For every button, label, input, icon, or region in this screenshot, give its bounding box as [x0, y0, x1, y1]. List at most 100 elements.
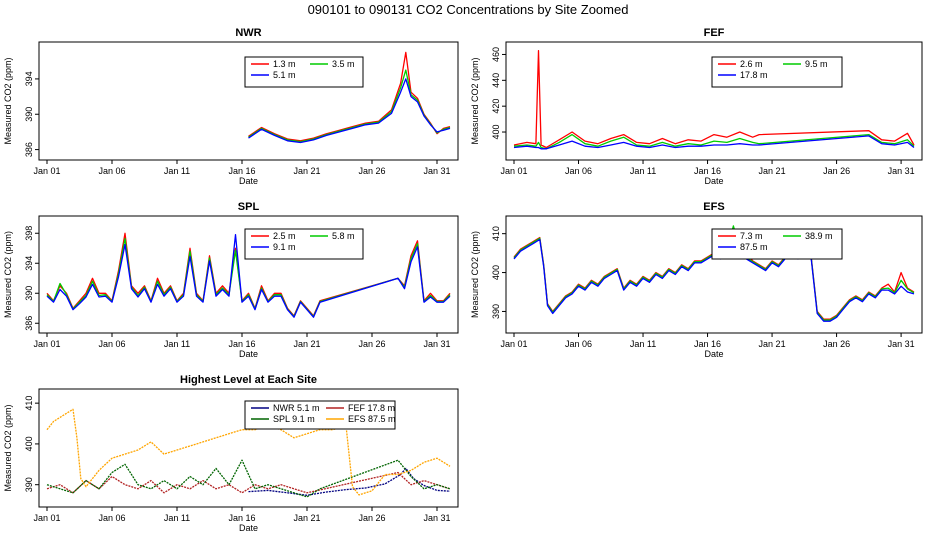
series-line-spl-9-1-m [46, 459, 451, 498]
x-axis-label: Date [239, 349, 258, 359]
series-line-17-8-m [513, 135, 915, 150]
x-tick-label: Jan 01 [500, 339, 527, 349]
panel-highest: Highest Level at Each Site Jan 01 Jan 06 Ja… [3, 374, 459, 533]
x-tick-label: Jan 16 [694, 166, 721, 176]
panel-nwr: NWR Jan 01 Jan 06 Jan 11 Jan 16 Jan 21 Jan 26 J… [3, 27, 459, 186]
y-axis-label: Measured CO2 (ppm) [470, 57, 480, 144]
y-tick-label: 386 [24, 316, 34, 331]
x-tick-label: Jan 06 [565, 339, 592, 349]
x-tick-label: Jan 31 [423, 513, 450, 523]
x-tick-label: Jan 11 [630, 339, 656, 349]
series-line-9-1-m [46, 234, 451, 318]
panel-fef: FEF Jan 01 Jan 06 Jan 11 Jan 16 Jan 21 Jan 26 J… [470, 27, 923, 186]
x-tick-label: Jan 31 [423, 166, 450, 176]
series-group [513, 225, 915, 322]
series-line-87-5-m [513, 238, 915, 322]
y-axis-label: Measured CO2 (ppm) [3, 57, 13, 144]
legend: 7.3 m 38.9 m 87.5 m [711, 228, 843, 260]
legend-box [244, 400, 396, 430]
y-axis-label: Measured CO2 (ppm) [3, 404, 13, 491]
y-axis-label: Measured CO2 (ppm) [3, 231, 13, 318]
y-tick-label: 440 [491, 73, 501, 88]
legend-box [711, 56, 843, 88]
x-tick-label: Jan 11 [164, 513, 190, 523]
legend-label: 9.5 m [805, 59, 828, 69]
y-tick-label: 386 [24, 142, 34, 157]
x-tick-label: Jan 16 [694, 339, 721, 349]
series-line-2-6-m [513, 49, 915, 149]
panel-efs: EFS Jan 01 Jan 06 Jan 11 Jan 16 Jan 21 Jan 26 J… [470, 201, 923, 359]
x-tick-label: Jan 21 [293, 166, 320, 176]
x-tick-label: Jan 01 [33, 339, 60, 349]
x-tick-label: Jan 26 [823, 166, 850, 176]
legend-label: 3.5 m [332, 59, 355, 69]
y-tick-label: 398 [24, 226, 34, 241]
series-line-fef-17-8-m [46, 471, 451, 494]
x-tick-label: Jan 01 [33, 166, 60, 176]
x-tick-label: Jan 21 [293, 339, 320, 349]
x-tick-label: Jan 16 [228, 339, 255, 349]
legend-label: 38.9 m [805, 231, 833, 241]
x-tick-label: Jan 31 [888, 339, 915, 349]
plot-frame [38, 388, 459, 508]
x-tick-label: Jan 06 [98, 166, 125, 176]
legend-label: 7.3 m [740, 231, 763, 241]
x-tick-label: Jan 11 [164, 166, 190, 176]
panel-title: SPL [238, 201, 260, 213]
x-tick-label: Jan 31 [888, 166, 915, 176]
legend-label: 17.8 m [740, 70, 768, 80]
plot-frame [38, 41, 459, 161]
legend-label: 2.5 m [273, 231, 296, 241]
y-tick-label: 410 [491, 226, 501, 241]
x-tick-label: Jan 06 [98, 513, 125, 523]
legend-label: 1.3 m [273, 59, 296, 69]
legend-label: 5.8 m [332, 231, 355, 241]
series-line-efs-87-5-m [46, 408, 451, 496]
legend-label: FEF 17.8 m [348, 403, 395, 413]
legend-label: NWR 5.1 m [273, 403, 320, 413]
x-tick-label: Jan 21 [293, 513, 320, 523]
x-axis-label: Date [239, 523, 258, 533]
panel-title: NWR [235, 27, 261, 39]
x-tick-label: Jan 16 [228, 513, 255, 523]
series-group [46, 232, 451, 318]
y-tick-label: 390 [24, 286, 34, 301]
plot-frame [505, 41, 923, 161]
legend: 1.3 m 3.5 m 5.1 m [244, 56, 364, 88]
figure-title: 090101 to 090131 CO2 Concentrations by S… [308, 2, 629, 17]
panel-title: EFS [703, 201, 724, 213]
x-tick-label: Jan 31 [423, 339, 450, 349]
x-tick-label: Jan 16 [228, 166, 255, 176]
legend-label: SPL 9.1 m [273, 414, 315, 424]
legend: 2.6 m 9.5 m 17.8 m [711, 56, 843, 88]
panel-title: FEF [704, 27, 725, 39]
legend-label: 2.6 m [740, 59, 763, 69]
series-line-5-1-m [248, 78, 451, 144]
plot-frame [505, 215, 923, 334]
x-axis-label: Date [239, 176, 258, 186]
x-axis-label: Date [704, 176, 723, 186]
x-tick-label: Jan 06 [565, 166, 592, 176]
y-tick-label: 394 [24, 256, 34, 271]
x-tick-label: Jan 21 [759, 339, 786, 349]
series-line-nwr-5-1-m [248, 467, 451, 496]
legend-label: 5.1 m [273, 70, 296, 80]
y-axis-label: Measured CO2 (ppm) [470, 231, 480, 318]
x-tick-label: Jan 01 [33, 513, 60, 523]
legend-label: 87.5 m [740, 242, 768, 252]
y-tick-label: 394 [24, 71, 34, 86]
x-tick-label: Jan 26 [358, 166, 385, 176]
legend-label: EFS 87.5 m [348, 414, 396, 424]
series-line-9-5-m [513, 133, 915, 150]
y-tick-label: 410 [24, 396, 34, 411]
y-tick-label: 400 [24, 436, 34, 451]
y-tick-label: 400 [491, 265, 501, 280]
plot-frame [38, 215, 459, 334]
x-axis-label: Date [704, 349, 723, 359]
series-group [513, 49, 915, 150]
y-tick-label: 390 [24, 107, 34, 122]
x-tick-label: Jan 21 [759, 166, 786, 176]
legend: NWR 5.1 m FEF 17.8 m SPL 9.1 m EFS 87.5 m [244, 400, 396, 430]
y-tick-label: 460 [491, 47, 501, 62]
